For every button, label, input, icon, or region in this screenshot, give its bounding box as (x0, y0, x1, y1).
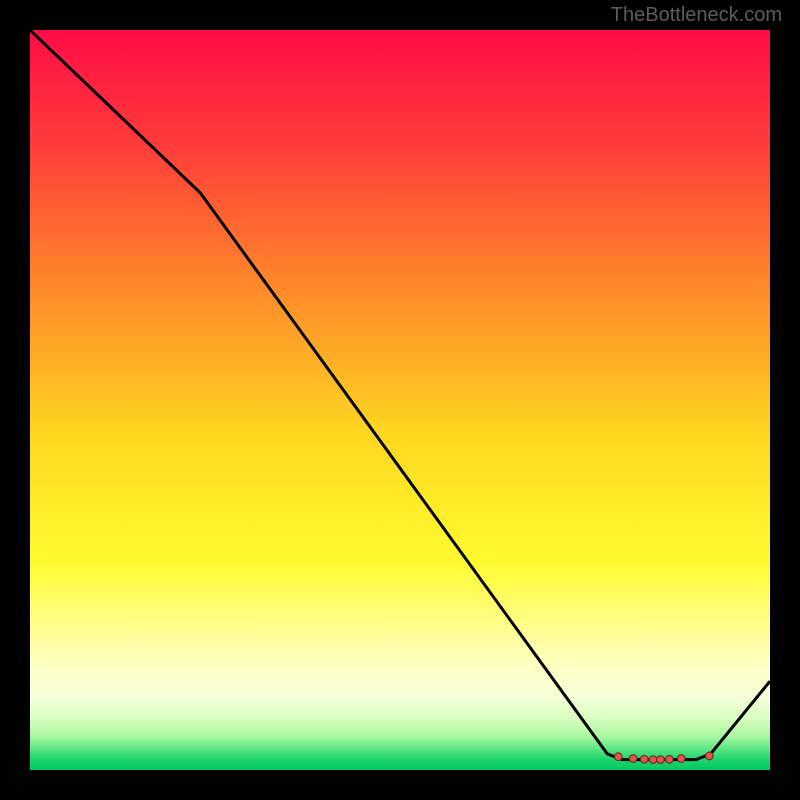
chart-marker (666, 755, 674, 763)
watermark-text: TheBottleneck.com (611, 4, 782, 27)
chart-marker (649, 756, 657, 764)
chart-svg (30, 30, 770, 770)
chart-marker (629, 755, 637, 763)
chart-marker (657, 756, 665, 764)
chart-plot-area (30, 30, 770, 770)
chart-marker (677, 755, 685, 763)
chart-marker (615, 753, 623, 761)
chart-line (30, 30, 770, 760)
chart-marker (706, 752, 714, 760)
chart-marker (640, 755, 648, 763)
